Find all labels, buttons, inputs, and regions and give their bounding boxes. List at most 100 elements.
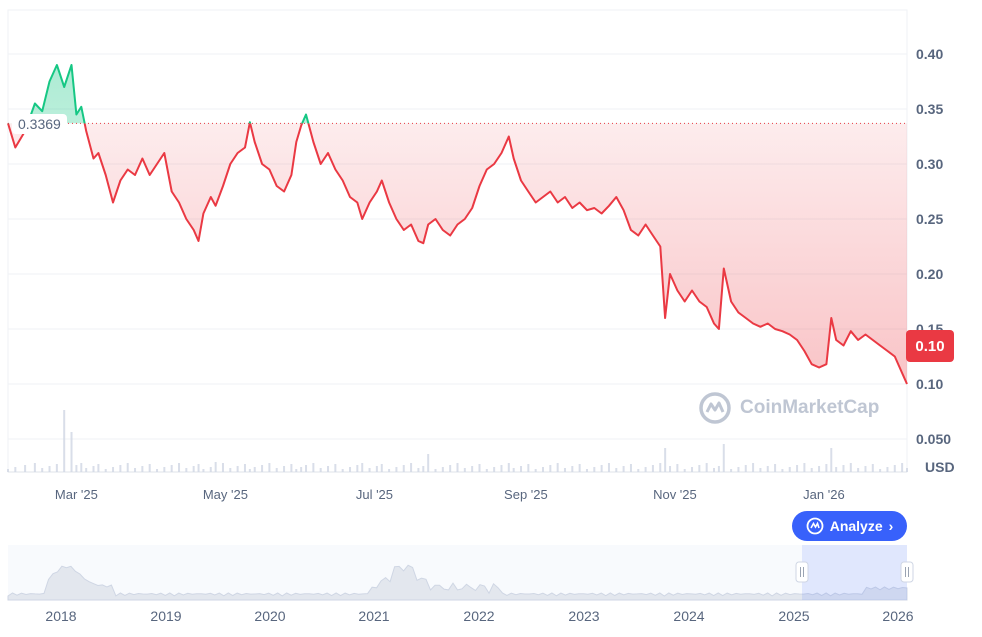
volume-bar <box>500 465 503 472</box>
volume-bar <box>295 469 298 472</box>
volume-bar <box>14 467 17 472</box>
volume-bar <box>209 467 212 472</box>
volume-bar <box>717 466 720 472</box>
volume-bar <box>705 463 708 472</box>
y-tick-label: 0.25 <box>916 211 943 227</box>
navigator-handle-right[interactable] <box>900 561 914 583</box>
volume-bar <box>629 464 632 472</box>
price-area-below-reference <box>8 123 907 384</box>
volume-bar <box>520 466 523 472</box>
volume-bar <box>683 469 686 472</box>
volume-bar <box>788 467 791 472</box>
watermark-text: CoinMarketCap <box>740 397 880 418</box>
volume-bar <box>410 463 413 472</box>
volume-bar <box>402 465 405 472</box>
volume-bar <box>422 466 425 472</box>
volume-bar <box>221 463 224 472</box>
volume-bar <box>312 463 315 472</box>
volume-bar <box>380 464 383 472</box>
volume-bar <box>651 465 654 472</box>
volume-bar <box>901 463 904 472</box>
reference-price-label: 0.3369 <box>12 114 67 134</box>
volume-bar <box>600 465 603 472</box>
price-lines <box>7 64 908 385</box>
navigator-selection[interactable] <box>802 545 907 600</box>
volume-bar <box>864 466 867 472</box>
volume-bar <box>615 468 618 472</box>
volume-bar <box>737 467 740 472</box>
volume-bar <box>456 463 459 472</box>
volume-bar <box>493 467 496 472</box>
volume-bar <box>75 465 78 472</box>
volume-bar <box>637 469 640 472</box>
coinmarketcap-watermark: CoinMarketCap <box>698 391 879 425</box>
y-axis-ticks: 0.400.350.300.250.200.150.100.050 <box>916 46 951 447</box>
volume-bar <box>607 463 610 472</box>
x-tick-label: Sep '25 <box>504 487 548 502</box>
volume-bar <box>830 448 833 472</box>
volume-bar <box>427 454 430 472</box>
volume-bar <box>752 463 755 472</box>
volume-bar <box>781 469 784 472</box>
volume-bar <box>185 468 188 472</box>
navigator-handle-left[interactable] <box>795 561 809 583</box>
volume-bar <box>571 466 574 472</box>
volume-bar <box>290 464 293 472</box>
x-axis-ticks: Mar '25 May '25 Jul '25 Sep '25 Nov '25 Jan '… <box>55 487 845 502</box>
volume-bar <box>55 464 58 472</box>
volume-bar <box>578 464 581 472</box>
volume-bar <box>857 468 860 472</box>
volume-bar <box>112 467 115 472</box>
analyze-button[interactable]: Analyze › <box>792 511 907 541</box>
volume-bar <box>229 468 232 472</box>
volume-bar <box>388 469 391 472</box>
volume-bar <box>825 464 828 472</box>
y-tick-label: 0.050 <box>916 431 951 447</box>
y-tick-label: 0.40 <box>916 46 943 62</box>
volume-bar <box>305 465 308 472</box>
volume-bar <box>478 464 481 472</box>
volume-bar <box>669 466 672 472</box>
volume-bar <box>722 444 725 472</box>
volume-bar <box>92 466 95 472</box>
volume-bar <box>449 465 452 472</box>
volume-bars <box>7 410 908 472</box>
volume-bar <box>80 463 83 472</box>
volume-bar <box>842 465 845 472</box>
volume-bar <box>622 466 625 472</box>
navigator-year-label: 2025 <box>778 608 809 624</box>
volume-bar <box>192 466 195 472</box>
volume-bar <box>349 467 352 472</box>
volume-bar <box>796 465 799 472</box>
volume-bar <box>41 468 44 472</box>
volume-bar <box>97 464 100 472</box>
navigator-year-label: 2026 <box>882 608 913 624</box>
volume-bar <box>549 465 552 472</box>
y-tick-label: 0.20 <box>916 266 943 282</box>
volume-bar <box>664 448 667 472</box>
navigator-year-label: 2023 <box>568 608 599 624</box>
navigator-year-label: 2022 <box>463 608 494 624</box>
volume-bar <box>63 410 66 472</box>
volume-bar <box>585 469 588 472</box>
volume-bar <box>275 468 278 472</box>
volume-bar <box>563 468 566 472</box>
volume-bar <box>893 465 896 472</box>
volume-bar <box>202 469 205 472</box>
volume-bar <box>818 466 821 472</box>
volume-bar <box>906 468 908 472</box>
volume-bar <box>236 466 239 472</box>
volume-bar <box>659 463 662 472</box>
volume-bar <box>361 463 364 472</box>
volume-bar <box>170 465 173 472</box>
x-tick-label: Jan '26 <box>803 487 845 502</box>
y-tick-label: 0.35 <box>916 101 943 117</box>
price-line-down <box>7 123 908 385</box>
volume-bar <box>527 464 530 472</box>
volume-bar <box>507 463 510 472</box>
volume-bar <box>534 469 537 472</box>
y-tick-label: 0.10 <box>916 376 943 392</box>
volume-bar <box>178 463 181 472</box>
